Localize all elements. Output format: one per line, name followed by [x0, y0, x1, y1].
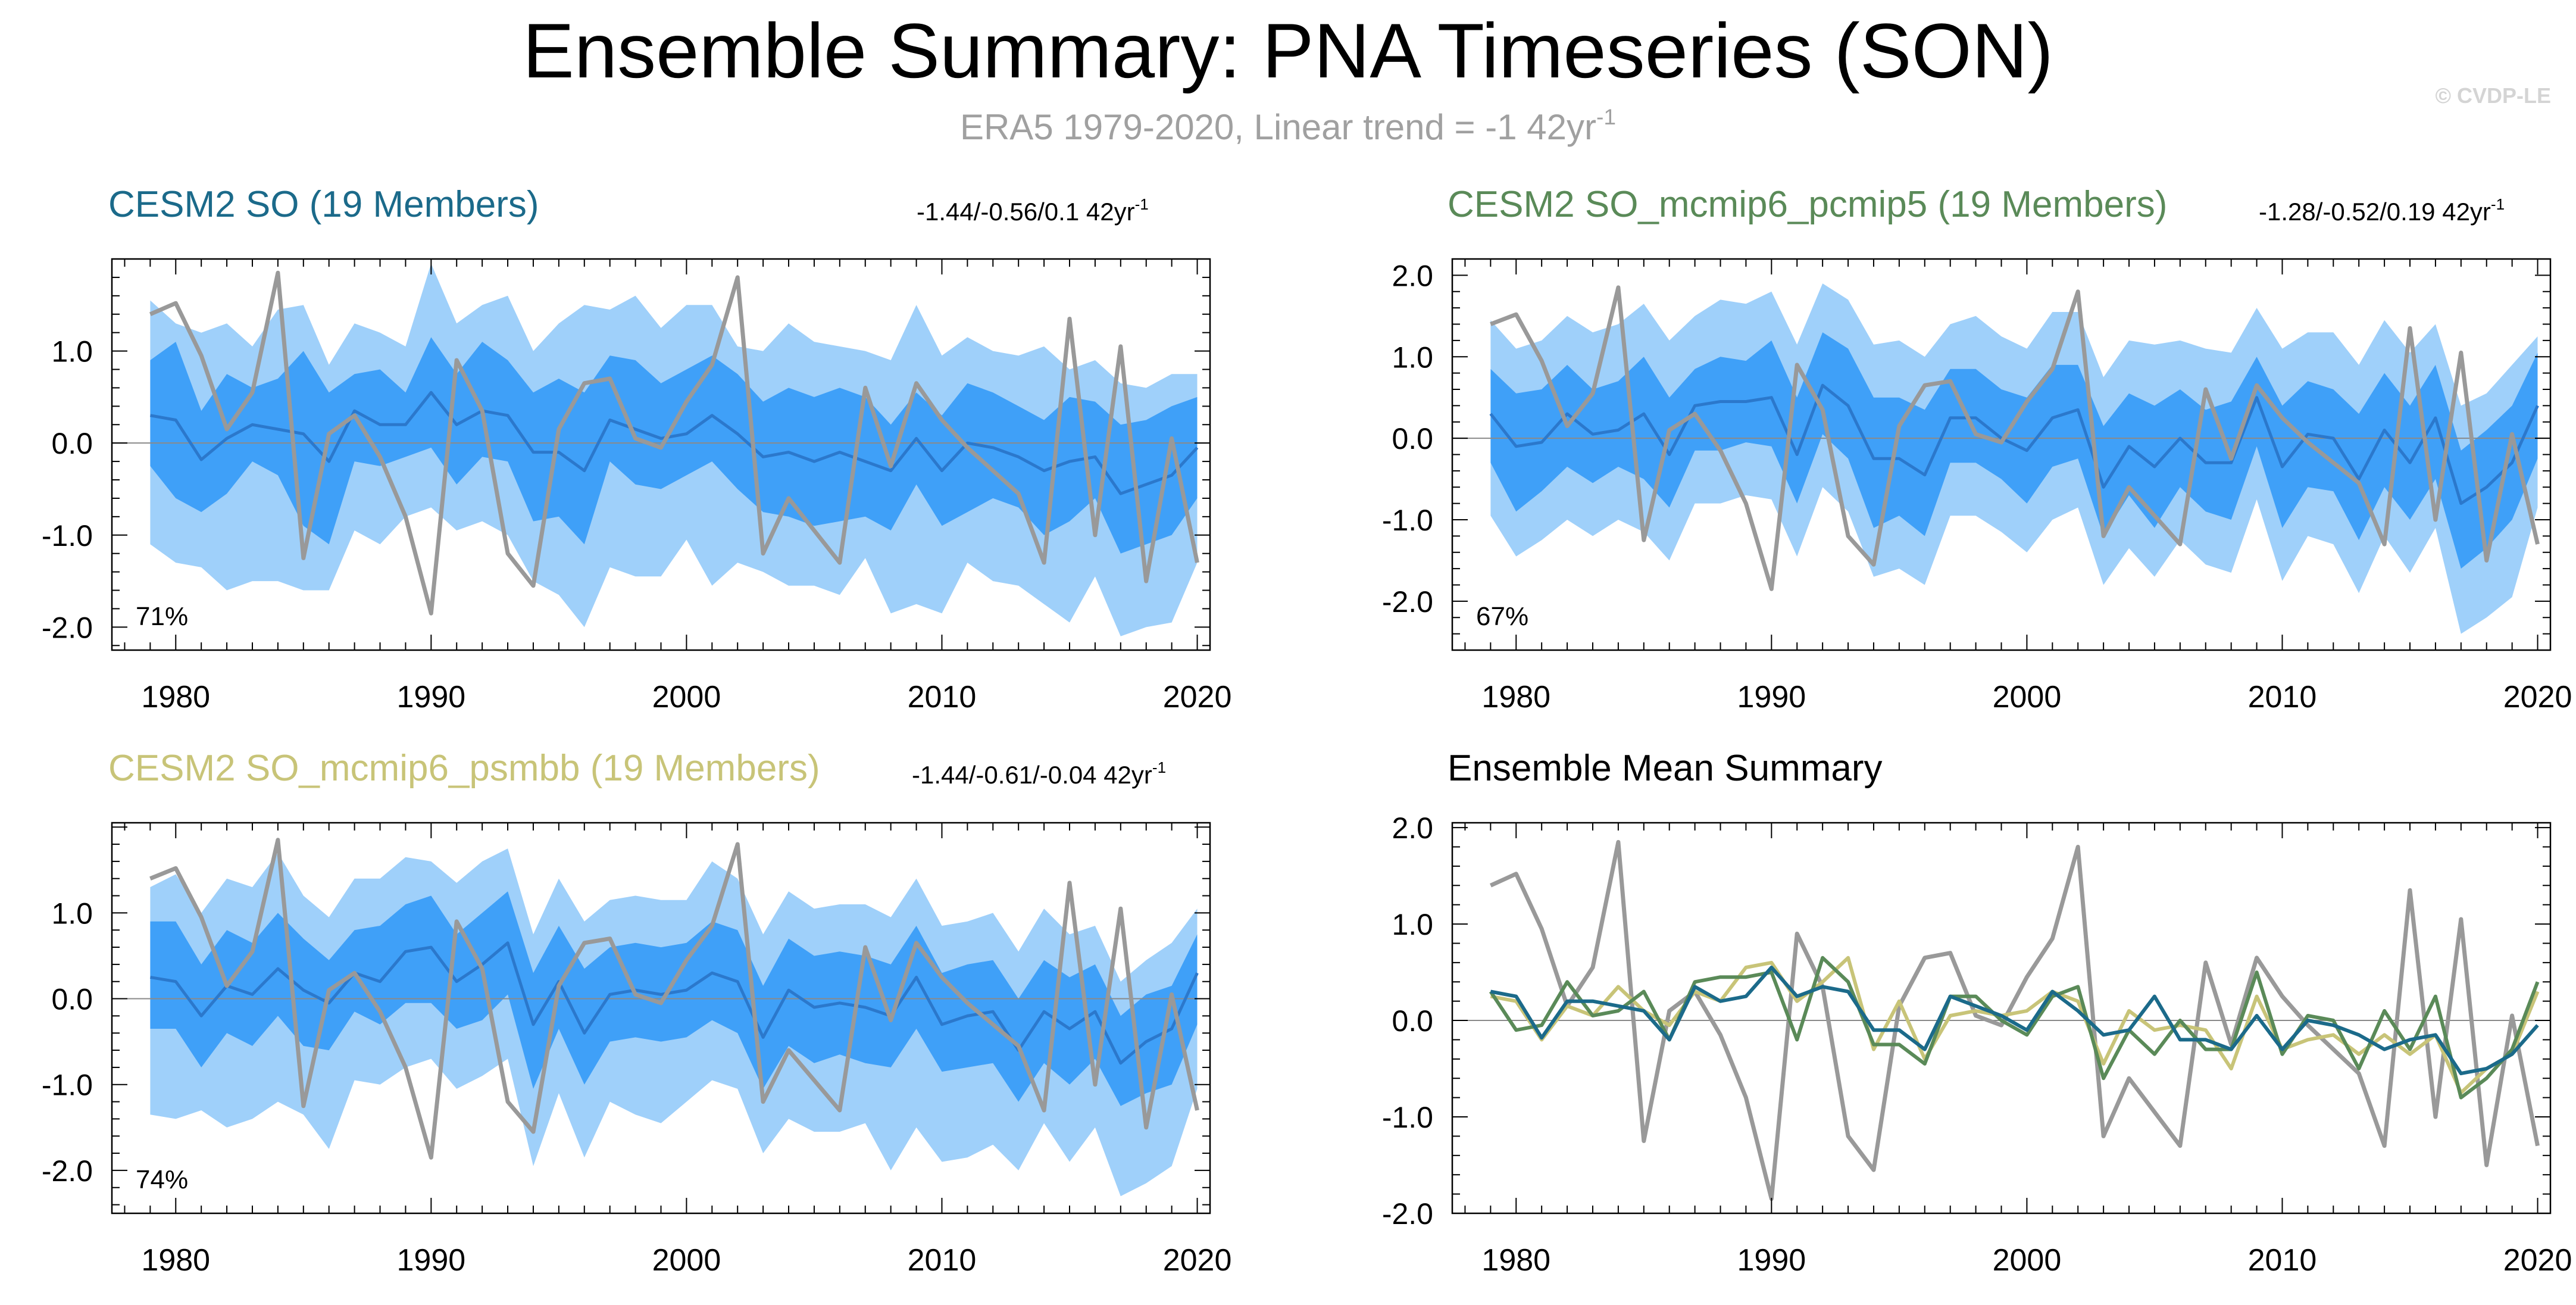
x-tick-label: 2010 [908, 1243, 977, 1278]
panel-title-cesm2-so: CESM2 SO (19 Members) [108, 184, 539, 225]
trend-exponent: -1 [1134, 195, 1149, 214]
panel-title-cesm2-psmbb: CESM2 SO_mcmip6_psmbb (19 Members) [108, 748, 820, 789]
x-tick-label: 2000 [1993, 680, 2062, 714]
subtitle: ERA5 1979-2020, Linear trend = -1 42yr-1 [0, 95, 2576, 151]
y-tick-label: 1.0 [1392, 908, 1433, 941]
y-tick-label: 0.0 [1392, 422, 1433, 455]
subtitle-exponent: -1 [1596, 104, 1617, 130]
panel-title-ensemble-mean: Ensemble Mean Summary [1448, 748, 1883, 789]
observed-era5-line [149, 270, 1199, 616]
trend-text: -1.44/-0.56/0.1 42yr [917, 198, 1135, 226]
y-tick-label: -1.0 [42, 1069, 93, 1102]
x-tick-label: 2000 [652, 1243, 721, 1278]
y-tick-label: 2.0 [1392, 259, 1433, 292]
x-tick-label: 2010 [908, 680, 977, 714]
x-tick-label: 1990 [1737, 680, 1806, 714]
y-tick-label: 0.0 [51, 427, 93, 460]
percent-label: 74% [136, 1165, 188, 1194]
series-line-cesm2-so-mcmip6-pcmip5 [1489, 956, 2540, 1100]
x-tick-label: 2000 [652, 680, 721, 714]
x-tick-label: 2020 [2503, 680, 2572, 714]
x-tick-label: 2010 [2248, 680, 2317, 714]
x-tick-label: 1990 [1737, 1243, 1806, 1278]
panel-ensemble-mean-summary: 1980 1990 2000 2010 2020 -2.0 -1.0 0.0 1.0 2.0 [1382, 811, 2572, 1278]
percent-label: 67% [1476, 602, 1528, 631]
x-tick-label: 1980 [141, 680, 210, 714]
x-tick-label: 1990 [396, 1243, 465, 1278]
subtitle-text: ERA5 1979-2020, Linear trend = -1 42yr [959, 107, 1596, 147]
x-tick-label: 2020 [1163, 680, 1232, 714]
y-tick-label: -1.0 [1382, 1101, 1433, 1134]
y-tick-label: 2.0 [1392, 811, 1433, 845]
trend-exponent: -1 [2490, 195, 2505, 214]
trend-exponent: -1 [1152, 758, 1167, 777]
y-tick-label: 1.0 [1392, 341, 1433, 374]
observed-era5-line [149, 838, 1199, 1160]
trend-text: -1.28/-0.52/0.19 42yr [2259, 198, 2491, 226]
trend-label-cesm2-pcmip5: -1.28/-0.52/0.19 42yr-1 [2259, 189, 2505, 229]
x-tick-label: 2000 [1993, 1243, 2062, 1278]
series-line-cesm2-so-mcmip6-psmbb [1490, 956, 2540, 1095]
trend-text: -1.44/-0.61/-0.04 42yr [912, 761, 1152, 789]
x-tick-label: 1980 [1481, 1243, 1550, 1278]
y-tick-label: -1.0 [1382, 504, 1433, 537]
y-tick-label: 0.0 [1392, 1004, 1433, 1038]
series-line-cesm2-so [1490, 966, 2539, 1076]
inner-spread-band [1490, 332, 2538, 569]
y-tick-label: 1.0 [51, 897, 93, 930]
inner-spread-band [150, 337, 1198, 554]
y-tick-label: -2.0 [42, 611, 93, 644]
y-tick-label: -1.0 [42, 519, 93, 552]
y-tick-label: -2.0 [1382, 1197, 1433, 1231]
x-tick-label: 2020 [2503, 1243, 2572, 1278]
trend-label-cesm2-psmbb: -1.44/-0.61/-0.04 42yr-1 [912, 753, 1166, 792]
x-tick-label: 2010 [2248, 1243, 2317, 1278]
x-tick-label: 2020 [1163, 1243, 1232, 1278]
page-title: Ensemble Summary: PNA Timeseries (SON) [523, 7, 2053, 94]
y-tick-label: -2.0 [42, 1154, 93, 1188]
x-tick-label: 1980 [141, 1243, 210, 1278]
observed-era5-line [1490, 285, 2540, 591]
x-tick-label: 1980 [1481, 680, 1550, 714]
x-tick-label: 1990 [396, 680, 465, 714]
panel-title-cesm2-pcmip5: CESM2 SO_mcmip6_pcmip5 (19 Members) [1448, 184, 2168, 225]
y-tick-label: 0.0 [51, 983, 93, 1016]
y-tick-label: -2.0 [1382, 585, 1433, 619]
panel-cesm2-pcmip5: 1980 1990 2000 2010 2020 -2.0 -1.0 0.0 1.0 2.0 67% [1382, 258, 2572, 714]
trend-label-cesm2-so: -1.44/-0.56/0.1 42yr-1 [917, 189, 1149, 229]
credit-watermark: © CVDP-LE [2435, 83, 2551, 108]
y-tick-label: 1.0 [51, 335, 93, 369]
panel-cesm2-psmbb: 1980 1990 2000 2010 2020 -2.0 -1.0 0.0 1.0 74% [42, 822, 1232, 1278]
percent-label: 71% [136, 602, 188, 631]
panel-cesm2-so: 1980 1990 2000 2010 2020 -2.0 -1.0 0.0 1.0 71% [42, 258, 1232, 714]
